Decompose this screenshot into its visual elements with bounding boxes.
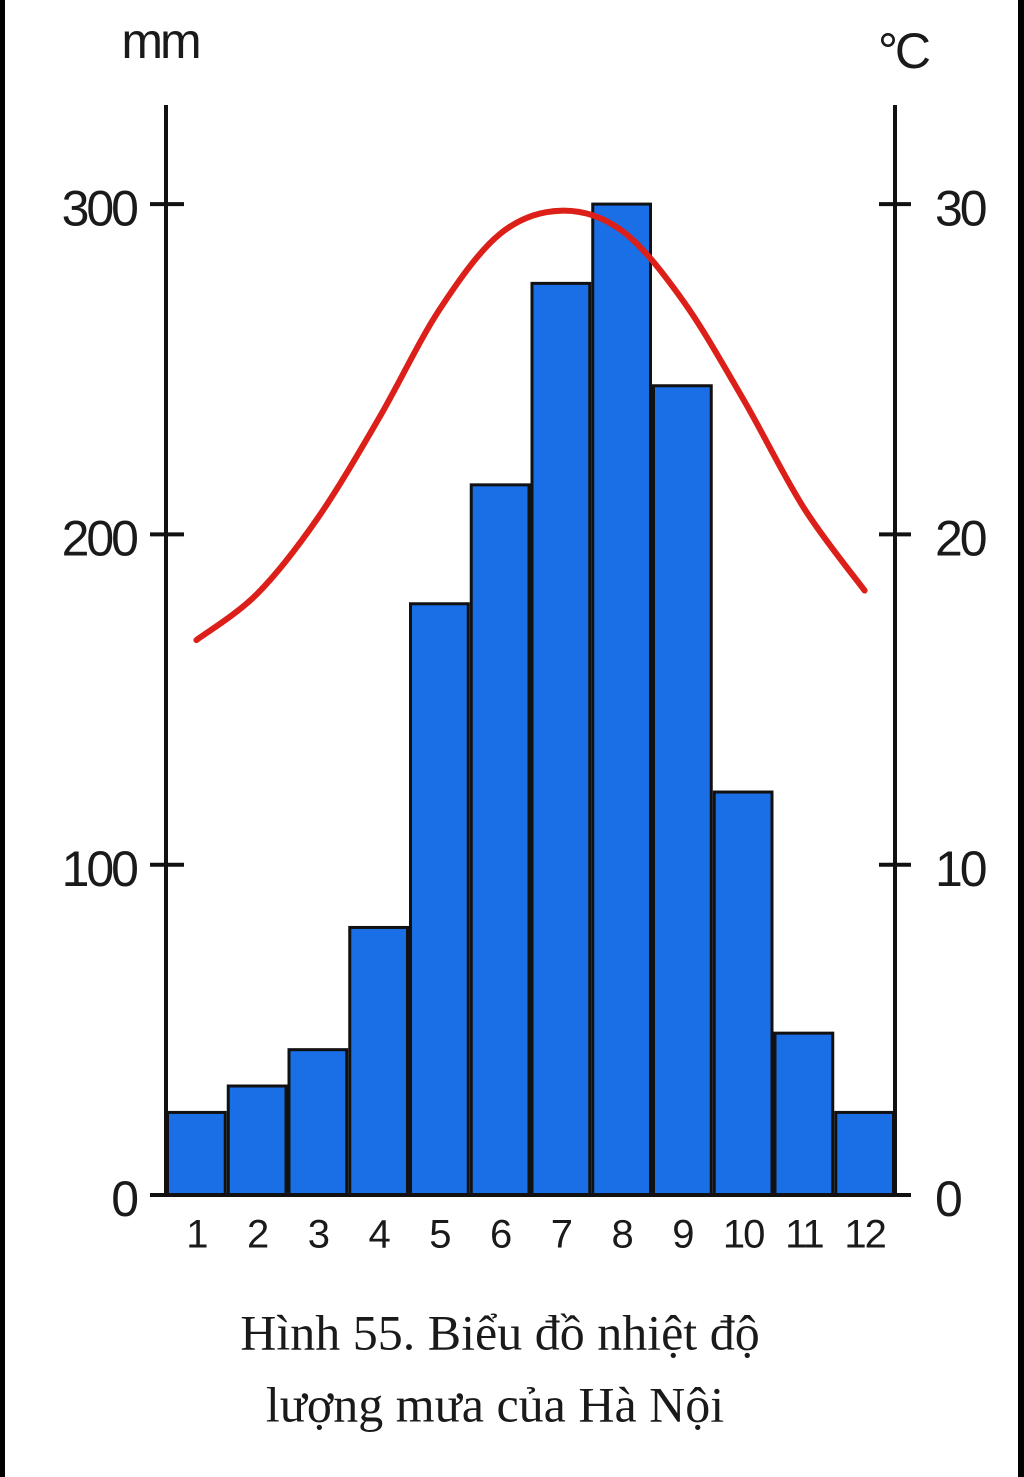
- y2-axis-label: °C: [878, 23, 930, 79]
- x-tick-label: 1: [186, 1213, 207, 1257]
- x-tick-label: 6: [490, 1213, 511, 1257]
- y-tick-label: 300: [62, 180, 138, 236]
- x-tick-label: 2: [247, 1213, 268, 1257]
- x-tick-label: 11: [785, 1213, 823, 1257]
- x-tick-label: 5: [429, 1213, 450, 1257]
- x-tick-label: 7: [551, 1213, 572, 1257]
- x-tick-label: 12: [844, 1213, 885, 1257]
- bar: [469, 483, 531, 1197]
- bar: [287, 1048, 349, 1197]
- bar: [530, 281, 592, 1197]
- bar: [226, 1084, 288, 1197]
- y2-tick-label: 10: [935, 841, 986, 897]
- caption: lượng mưa của Hà Nội: [266, 1376, 724, 1432]
- frame-edge: [0, 0, 5, 1477]
- y-axis-label: mm: [121, 13, 199, 69]
- bar: [652, 384, 713, 1197]
- y-tick-label: 200: [62, 511, 138, 567]
- bar: [166, 1110, 227, 1197]
- bar: [712, 790, 774, 1197]
- y-tick-label: 100: [62, 841, 138, 897]
- frame-edge: [1018, 0, 1024, 1477]
- y2-tick-label: 20: [935, 511, 986, 567]
- bar: [348, 925, 409, 1197]
- x-tick-label: 4: [369, 1213, 391, 1257]
- bar: [409, 602, 470, 1197]
- bar: [834, 1110, 895, 1197]
- x-tick-label: 8: [612, 1213, 633, 1257]
- x-tick-label: 3: [308, 1213, 329, 1257]
- y2-tick-label: 0: [935, 1171, 961, 1227]
- bar: [773, 1031, 835, 1197]
- temperature-line: [193, 207, 868, 644]
- x-tick-label: 10: [723, 1213, 764, 1257]
- y-tick-label: 0: [111, 1171, 137, 1227]
- caption: Hình 55. Biểu đồ nhiệt độ: [240, 1304, 759, 1360]
- x-tick-label: 9: [672, 1213, 693, 1257]
- bar: [591, 202, 652, 1197]
- y2-tick-label: 30: [935, 180, 986, 236]
